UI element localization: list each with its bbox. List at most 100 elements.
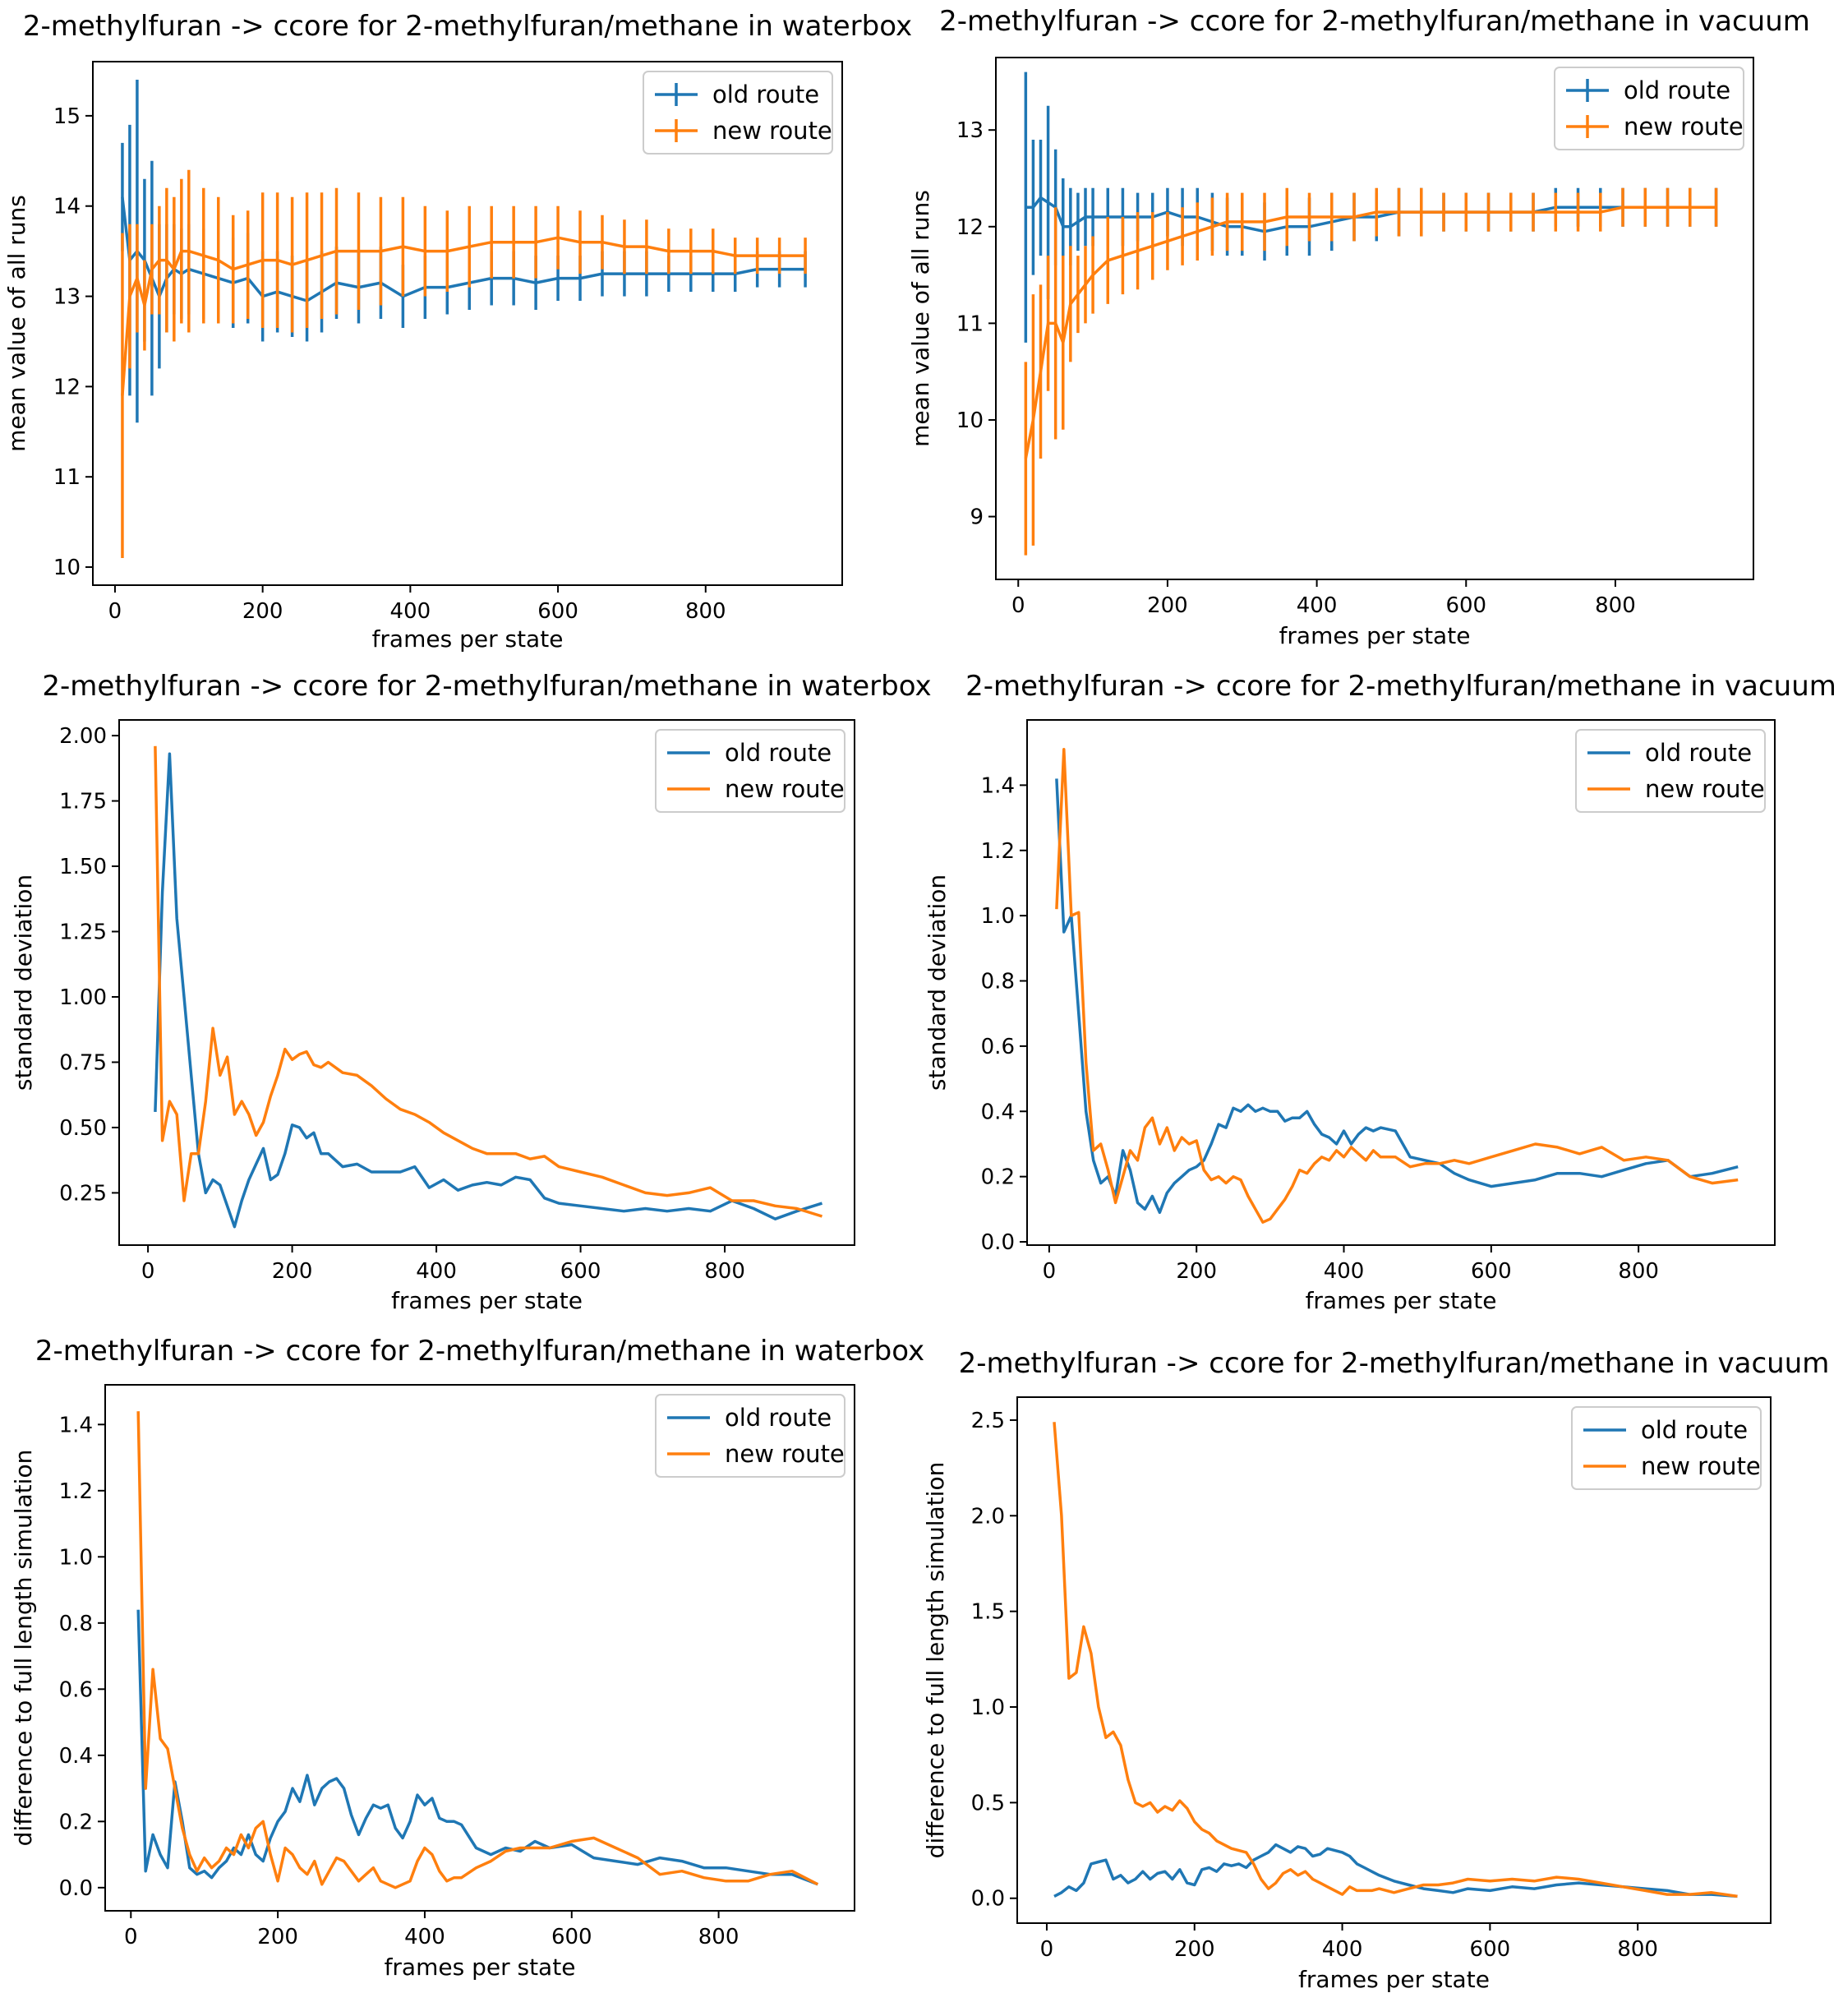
y-tick-label: 0.25 xyxy=(59,1181,107,1206)
x-tick-label: 200 xyxy=(242,599,283,624)
legend: old route new route xyxy=(1571,1406,1762,1490)
y-tick-label: 0.5 xyxy=(971,1791,1005,1815)
y-tick-label: 2.0 xyxy=(971,1504,1005,1529)
series-new-route xyxy=(121,169,807,559)
x-tick-label: 600 xyxy=(537,599,578,624)
x-tick-label: 800 xyxy=(685,599,726,624)
axes-frame xyxy=(118,719,855,1246)
series-line xyxy=(154,745,823,1218)
y-tick-label: 13 xyxy=(53,285,81,310)
series-line xyxy=(136,1411,819,1889)
series-new-route xyxy=(1024,187,1718,556)
x-tick-label: 400 xyxy=(1324,1259,1365,1284)
series-line xyxy=(136,1609,818,1886)
series-line xyxy=(1053,1843,1738,1898)
x-tick-label: 800 xyxy=(698,1925,740,1949)
y-axis-label: standard deviation xyxy=(10,874,37,1091)
legend-label: new route xyxy=(725,1440,845,1468)
legend-box xyxy=(655,729,845,813)
x-tick-label: 0 xyxy=(141,1259,155,1284)
legend-label: old route xyxy=(712,81,819,108)
y-tick-label: 9 xyxy=(970,505,984,530)
x-tick-label: 800 xyxy=(1595,593,1636,618)
y-tick-label: 0.0 xyxy=(981,1230,1015,1255)
x-axis-label: frames per state xyxy=(1298,1966,1490,1993)
y-axis-label: difference to full length simulation xyxy=(10,1450,37,1847)
x-tick-label: 800 xyxy=(1617,1937,1658,1962)
x-tick-label: 400 xyxy=(416,1259,457,1284)
x-tick-label: 200 xyxy=(1174,1937,1215,1962)
x-tick-label: 800 xyxy=(704,1259,745,1284)
y-tick-label: 11 xyxy=(53,465,81,490)
y-tick-label: 0.50 xyxy=(59,1116,107,1141)
legend-box xyxy=(1571,1406,1762,1490)
plot-area xyxy=(1055,747,1739,1224)
axes-frame xyxy=(995,57,1754,580)
y-tick-label: 10 xyxy=(53,556,81,580)
x-axis-label: frames per state xyxy=(385,1954,576,1981)
chart-panel-3: 2-methylfuran -> ccore for 2-methylfuran… xyxy=(10,670,932,1314)
legend: old route new route xyxy=(643,71,833,155)
series-line xyxy=(154,752,823,1229)
y-tick-label: 0.0 xyxy=(971,1887,1005,1912)
x-tick-label: 200 xyxy=(272,1259,313,1284)
x-axis-label: frames per state xyxy=(372,625,564,653)
legend-label: new route xyxy=(1624,113,1744,141)
legend-box xyxy=(643,71,833,155)
y-tick-label: 2.00 xyxy=(59,724,107,749)
legend-box xyxy=(1575,729,1766,813)
x-tick-label: 400 xyxy=(404,1925,445,1949)
x-tick-label: 0 xyxy=(108,599,122,624)
y-axis-label: mean value of all runs xyxy=(3,195,30,452)
y-tick-label: 10 xyxy=(956,408,984,433)
series-old-route xyxy=(1055,778,1739,1215)
legend-label: new route xyxy=(1641,1452,1761,1480)
x-axis-label: frames per state xyxy=(1279,622,1471,649)
chart-title: 2-methylfuran -> ccore for 2-methylfuran… xyxy=(23,10,912,43)
chart-title: 2-methylfuran -> ccore for 2-methylfuran… xyxy=(965,670,1836,703)
y-tick-label: 2.5 xyxy=(971,1409,1005,1433)
series-line xyxy=(121,236,806,396)
x-tick-label: 400 xyxy=(390,599,431,624)
x-tick-label: 800 xyxy=(1618,1259,1659,1284)
y-tick-label: 1.5 xyxy=(971,1600,1005,1625)
axes-frame xyxy=(92,61,843,586)
plot-area xyxy=(121,79,807,559)
y-tick-label: 0.4 xyxy=(59,1744,93,1769)
y-axis-label: mean value of all runs xyxy=(907,190,934,447)
chart-panel-2: 2-methylfuran -> ccore for 2-methylfuran… xyxy=(907,5,1810,649)
series-old-route xyxy=(1053,1843,1738,1898)
plot-area xyxy=(1024,72,1718,556)
y-tick-label: 1.50 xyxy=(59,855,107,879)
x-tick-label: 0 xyxy=(124,1925,138,1949)
legend-box xyxy=(655,1394,845,1478)
legend-label: old route xyxy=(1645,739,1752,767)
y-tick-label: 1.0 xyxy=(971,1695,1005,1720)
x-axis-label: frames per state xyxy=(1306,1287,1497,1314)
x-tick-label: 600 xyxy=(1470,1937,1511,1962)
chart-panel-1: 2-methylfuran -> ccore for 2-methylfuran… xyxy=(3,10,912,653)
legend-label: old route xyxy=(1624,76,1730,104)
y-tick-label: 1.2 xyxy=(981,839,1015,864)
x-tick-label: 400 xyxy=(1297,593,1338,618)
legend: old route new route xyxy=(1575,729,1766,813)
y-tick-label: 0.4 xyxy=(981,1100,1015,1124)
series-new-route xyxy=(136,1411,819,1889)
series-old-route xyxy=(154,752,823,1229)
chart-title: 2-methylfuran -> ccore for 2-methylfuran… xyxy=(959,1347,1830,1380)
y-tick-label: 11 xyxy=(956,311,984,336)
series-new-route xyxy=(1055,747,1739,1224)
y-axis-label: standard deviation xyxy=(924,874,951,1091)
plot-area xyxy=(154,745,823,1229)
y-tick-label: 13 xyxy=(956,118,984,143)
x-tick-label: 0 xyxy=(1043,1259,1057,1284)
chart-title: 2-methylfuran -> ccore for 2-methylfuran… xyxy=(939,5,1810,38)
legend-label: new route xyxy=(725,775,845,803)
y-tick-label: 0.8 xyxy=(59,1612,93,1636)
y-tick-label: 1.4 xyxy=(59,1413,93,1437)
series-line xyxy=(1055,747,1739,1224)
legend-label: old route xyxy=(1641,1416,1748,1444)
y-tick-label: 15 xyxy=(53,104,81,129)
chart-panels: 2-methylfuran -> ccore for 2-methylfuran… xyxy=(3,5,1836,1993)
